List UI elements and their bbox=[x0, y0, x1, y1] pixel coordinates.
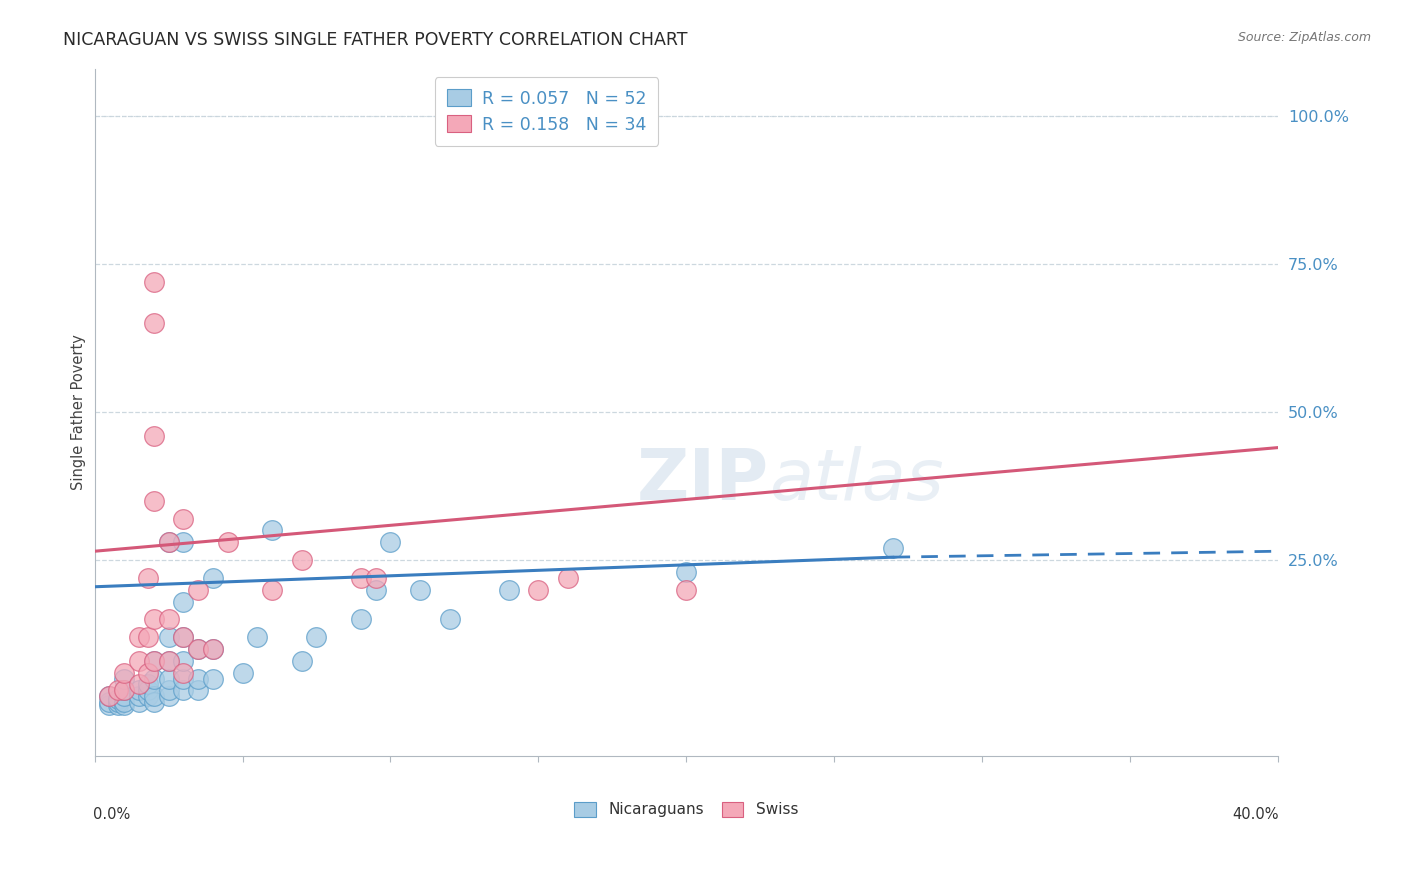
Point bbox=[187, 642, 209, 657]
Point bbox=[112, 665, 135, 680]
Point bbox=[675, 582, 697, 597]
Text: 0.0%: 0.0% bbox=[93, 807, 131, 822]
Point bbox=[364, 571, 387, 585]
Point bbox=[172, 672, 194, 686]
Point bbox=[201, 642, 224, 657]
Point bbox=[142, 275, 165, 289]
Point bbox=[136, 630, 159, 644]
Point bbox=[291, 553, 314, 567]
Text: ZIP: ZIP bbox=[637, 446, 769, 516]
Point bbox=[201, 672, 224, 686]
Point bbox=[172, 665, 194, 680]
Point bbox=[128, 690, 150, 704]
Point bbox=[107, 683, 129, 698]
Text: 40.0%: 40.0% bbox=[1233, 807, 1279, 822]
Point bbox=[201, 571, 224, 585]
Point bbox=[157, 672, 180, 686]
Point bbox=[217, 535, 239, 549]
Point bbox=[172, 683, 194, 698]
Point bbox=[142, 316, 165, 330]
Point bbox=[157, 690, 180, 704]
Point bbox=[128, 695, 150, 709]
Point bbox=[136, 690, 159, 704]
Y-axis label: Single Father Poverty: Single Father Poverty bbox=[72, 334, 86, 490]
Point bbox=[142, 654, 165, 668]
Point bbox=[350, 612, 373, 626]
Point bbox=[107, 698, 129, 713]
Point bbox=[187, 582, 209, 597]
Point bbox=[675, 565, 697, 579]
Point bbox=[157, 535, 180, 549]
Point bbox=[142, 695, 165, 709]
Point bbox=[262, 524, 284, 538]
Point bbox=[112, 695, 135, 709]
Point bbox=[157, 612, 180, 626]
Point bbox=[172, 654, 194, 668]
Point bbox=[112, 672, 135, 686]
Point bbox=[136, 571, 159, 585]
Point bbox=[882, 541, 904, 556]
Point bbox=[262, 582, 284, 597]
Point bbox=[136, 677, 159, 691]
Text: Source: ZipAtlas.com: Source: ZipAtlas.com bbox=[1237, 31, 1371, 45]
Point bbox=[112, 683, 135, 698]
Point bbox=[172, 511, 194, 525]
Point bbox=[142, 612, 165, 626]
Point bbox=[246, 630, 269, 644]
Text: NICARAGUAN VS SWISS SINGLE FATHER POVERTY CORRELATION CHART: NICARAGUAN VS SWISS SINGLE FATHER POVERT… bbox=[63, 31, 688, 49]
Point bbox=[201, 642, 224, 657]
Point bbox=[364, 582, 387, 597]
Point bbox=[498, 582, 520, 597]
Point bbox=[187, 683, 209, 698]
Point bbox=[157, 654, 180, 668]
Point bbox=[187, 642, 209, 657]
Point bbox=[557, 571, 579, 585]
Point bbox=[157, 683, 180, 698]
Point bbox=[187, 672, 209, 686]
Point bbox=[305, 630, 328, 644]
Point bbox=[98, 690, 121, 704]
Point bbox=[527, 582, 550, 597]
Point bbox=[98, 690, 121, 704]
Point bbox=[409, 582, 432, 597]
Point bbox=[112, 683, 135, 698]
Point bbox=[231, 665, 253, 680]
Point bbox=[142, 428, 165, 442]
Point bbox=[291, 654, 314, 668]
Point bbox=[142, 654, 165, 668]
Point bbox=[128, 677, 150, 691]
Point bbox=[157, 630, 180, 644]
Point bbox=[380, 535, 402, 549]
Point bbox=[107, 692, 129, 706]
Point bbox=[157, 535, 180, 549]
Point bbox=[172, 630, 194, 644]
Point bbox=[439, 612, 461, 626]
Point bbox=[172, 535, 194, 549]
Point bbox=[172, 630, 194, 644]
Point bbox=[136, 665, 159, 680]
Point bbox=[157, 654, 180, 668]
Point bbox=[142, 690, 165, 704]
Point bbox=[350, 571, 373, 585]
Point bbox=[128, 683, 150, 698]
Point bbox=[98, 698, 121, 713]
Text: atlas: atlas bbox=[769, 446, 943, 516]
Point bbox=[136, 683, 159, 698]
Point bbox=[112, 698, 135, 713]
Point bbox=[98, 695, 121, 709]
Legend: Nicaraguans, Swiss: Nicaraguans, Swiss bbox=[568, 796, 804, 823]
Point bbox=[128, 654, 150, 668]
Point bbox=[112, 690, 135, 704]
Point bbox=[142, 494, 165, 508]
Point bbox=[142, 672, 165, 686]
Point bbox=[172, 594, 194, 608]
Point bbox=[107, 695, 129, 709]
Point bbox=[128, 630, 150, 644]
